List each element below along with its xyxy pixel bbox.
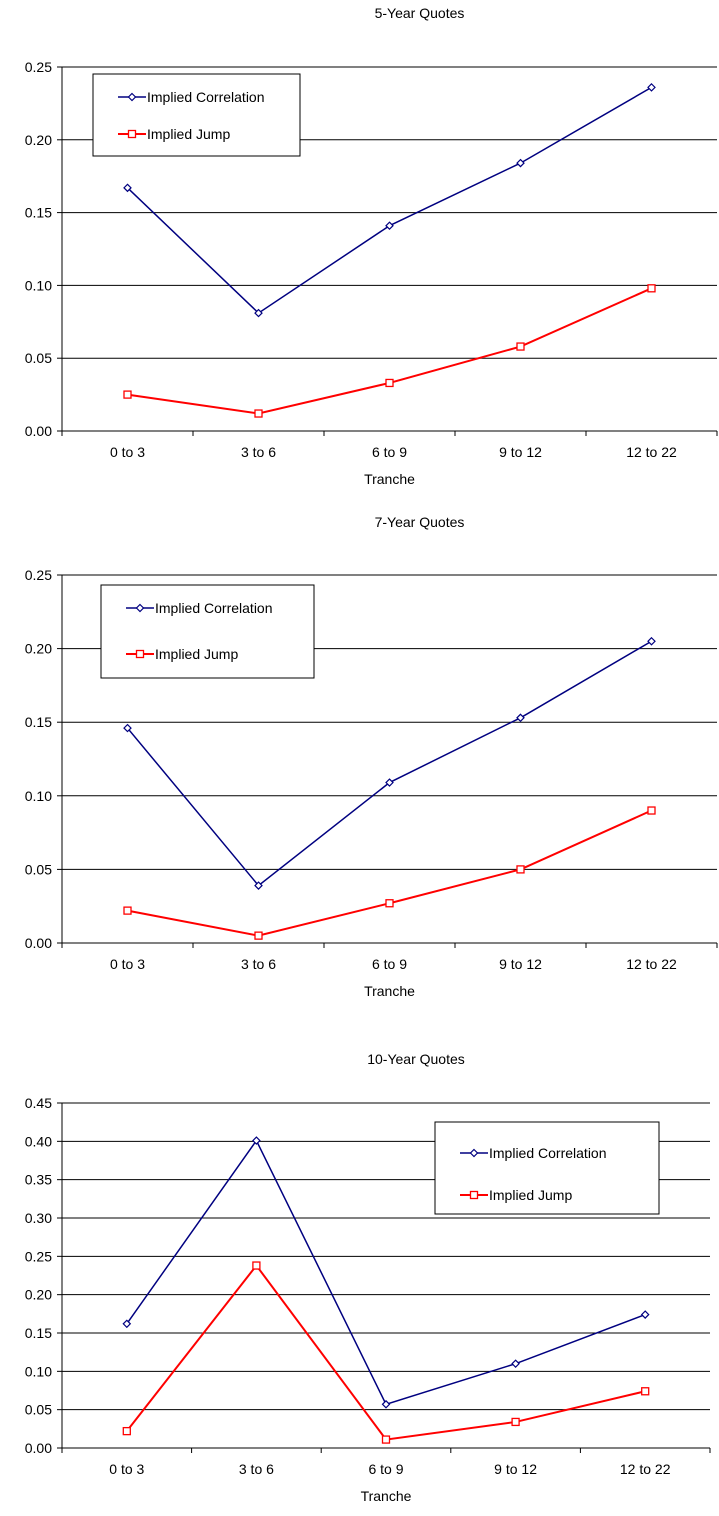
legend-label: Implied Jump xyxy=(489,1187,572,1203)
chart-title: 5-Year Quotes xyxy=(375,5,465,21)
x-tick-label: 3 to 6 xyxy=(239,1461,274,1477)
legend-marker xyxy=(127,92,137,102)
data-point xyxy=(516,865,525,874)
y-tick-label: 0.25 xyxy=(25,59,52,75)
data-point xyxy=(252,1261,261,1270)
legend-box xyxy=(92,73,301,157)
y-tick-label: 0.15 xyxy=(25,1325,52,1341)
data-point xyxy=(254,931,263,940)
x-tick-label: 6 to 9 xyxy=(372,444,407,460)
y-tick-label: 0.10 xyxy=(25,788,52,804)
series-line-2 xyxy=(127,287,652,415)
x-tick-label: 3 to 6 xyxy=(241,956,276,972)
chart-2: 7-Year Quotes 0.00 0.05 0.10 0.15 0.20 0.25 0 t… xyxy=(25,514,718,999)
data-point xyxy=(123,723,132,733)
y-tick-label: 0.00 xyxy=(25,423,52,439)
data-point xyxy=(381,1435,391,1444)
data-point xyxy=(123,183,132,193)
legend: Implied Correlation Implied Jump xyxy=(92,73,301,157)
data-point xyxy=(511,1359,520,1369)
data-point xyxy=(516,158,525,168)
y-tick-label: 0.15 xyxy=(25,205,52,221)
x-axis-label: Tranche xyxy=(364,983,415,999)
x-tick-label: 6 to 9 xyxy=(372,956,407,972)
x-tick-label: 0 to 3 xyxy=(110,444,145,460)
legend-box xyxy=(100,584,315,679)
series-line-2 xyxy=(127,809,652,937)
legend-label: Implied Correlation xyxy=(147,89,265,105)
y-tick-label: 0.00 xyxy=(25,935,52,951)
x-axis-label: Tranche xyxy=(364,471,415,487)
x-tick-label: 9 to 12 xyxy=(494,1461,537,1477)
legend-marker xyxy=(135,603,145,613)
legend-label: Implied Correlation xyxy=(155,600,273,616)
y-tick-label: 0.20 xyxy=(25,1287,52,1303)
y-tick-label: 0.20 xyxy=(25,132,52,148)
data-point xyxy=(647,806,656,815)
x-tick-label: 0 to 3 xyxy=(110,956,145,972)
legend: Implied Correlation Implied Jump xyxy=(434,1121,660,1215)
legend-marker xyxy=(127,129,137,139)
y-tick-label: 0.20 xyxy=(25,641,52,657)
data-point xyxy=(385,378,394,388)
x-tick-label: 3 to 6 xyxy=(241,444,276,460)
data-point xyxy=(254,308,263,318)
data-point xyxy=(254,409,263,418)
legend-label: Implied Jump xyxy=(147,126,230,142)
chart-title: 7-Year Quotes xyxy=(375,514,465,530)
data-point xyxy=(516,342,525,351)
y-tick-label: 0.30 xyxy=(25,1210,52,1226)
data-point xyxy=(385,221,394,231)
y-tick-label: 0.05 xyxy=(25,350,52,366)
y-tick-label: 0.40 xyxy=(25,1133,52,1149)
y-tick-label: 0.25 xyxy=(25,567,52,583)
series-line-2 xyxy=(126,1263,646,1441)
y-tick-label: 0.10 xyxy=(25,1363,52,1379)
x-tick-label: 9 to 12 xyxy=(499,444,542,460)
data-point xyxy=(122,1426,131,1436)
x-axis-label: Tranche xyxy=(361,1488,412,1504)
legend-marker xyxy=(469,1148,479,1158)
y-tick-label: 0.05 xyxy=(25,861,52,877)
x-tick-label: 12 to 22 xyxy=(626,956,677,972)
data-point xyxy=(252,1136,261,1145)
y-tick-label: 0.35 xyxy=(25,1172,52,1188)
legend-marker xyxy=(135,649,145,659)
data-point xyxy=(647,284,656,293)
y-tick-label: 0.15 xyxy=(25,714,52,730)
y-tick-label: 0.25 xyxy=(25,1248,52,1264)
x-tick-label: 12 to 22 xyxy=(626,444,677,460)
x-tick-label: 6 to 9 xyxy=(368,1461,403,1477)
legend-marker xyxy=(469,1190,479,1200)
data-point xyxy=(647,83,656,92)
y-tick-label: 0.10 xyxy=(25,277,52,293)
data-point xyxy=(511,1417,520,1427)
data-point xyxy=(385,778,394,787)
y-tick-label: 0.05 xyxy=(25,1402,52,1418)
legend: Implied Correlation Implied Jump xyxy=(100,584,315,679)
data-point xyxy=(641,1387,650,1396)
data-point xyxy=(640,1310,650,1319)
data-point xyxy=(254,881,263,890)
x-tick-label: 9 to 12 xyxy=(499,956,542,972)
data-point xyxy=(516,713,525,723)
x-tick-label: 0 to 3 xyxy=(109,1461,144,1477)
data-point xyxy=(123,390,132,399)
data-point xyxy=(385,899,394,908)
data-point xyxy=(647,636,656,646)
data-point xyxy=(381,1399,391,1409)
data-point xyxy=(123,906,132,915)
y-tick-label: 0.45 xyxy=(25,1095,52,1111)
chart-3: 10-Year Quotes 0.00 0.05 0.10 0.15 0.20 0.25 0.… xyxy=(25,1051,711,1504)
y-tick-label: 0.00 xyxy=(25,1440,52,1456)
chart-1: 5-Year Quotes 0.00 0.05 0.10 0.15 0.20 0.25 0 t… xyxy=(25,5,718,487)
chart-title: 10-Year Quotes xyxy=(367,1051,465,1067)
legend-label: Implied Correlation xyxy=(489,1145,607,1161)
legend-label: Implied Jump xyxy=(155,646,238,662)
x-tick-label: 12 to 22 xyxy=(620,1461,671,1477)
data-point xyxy=(122,1319,132,1329)
